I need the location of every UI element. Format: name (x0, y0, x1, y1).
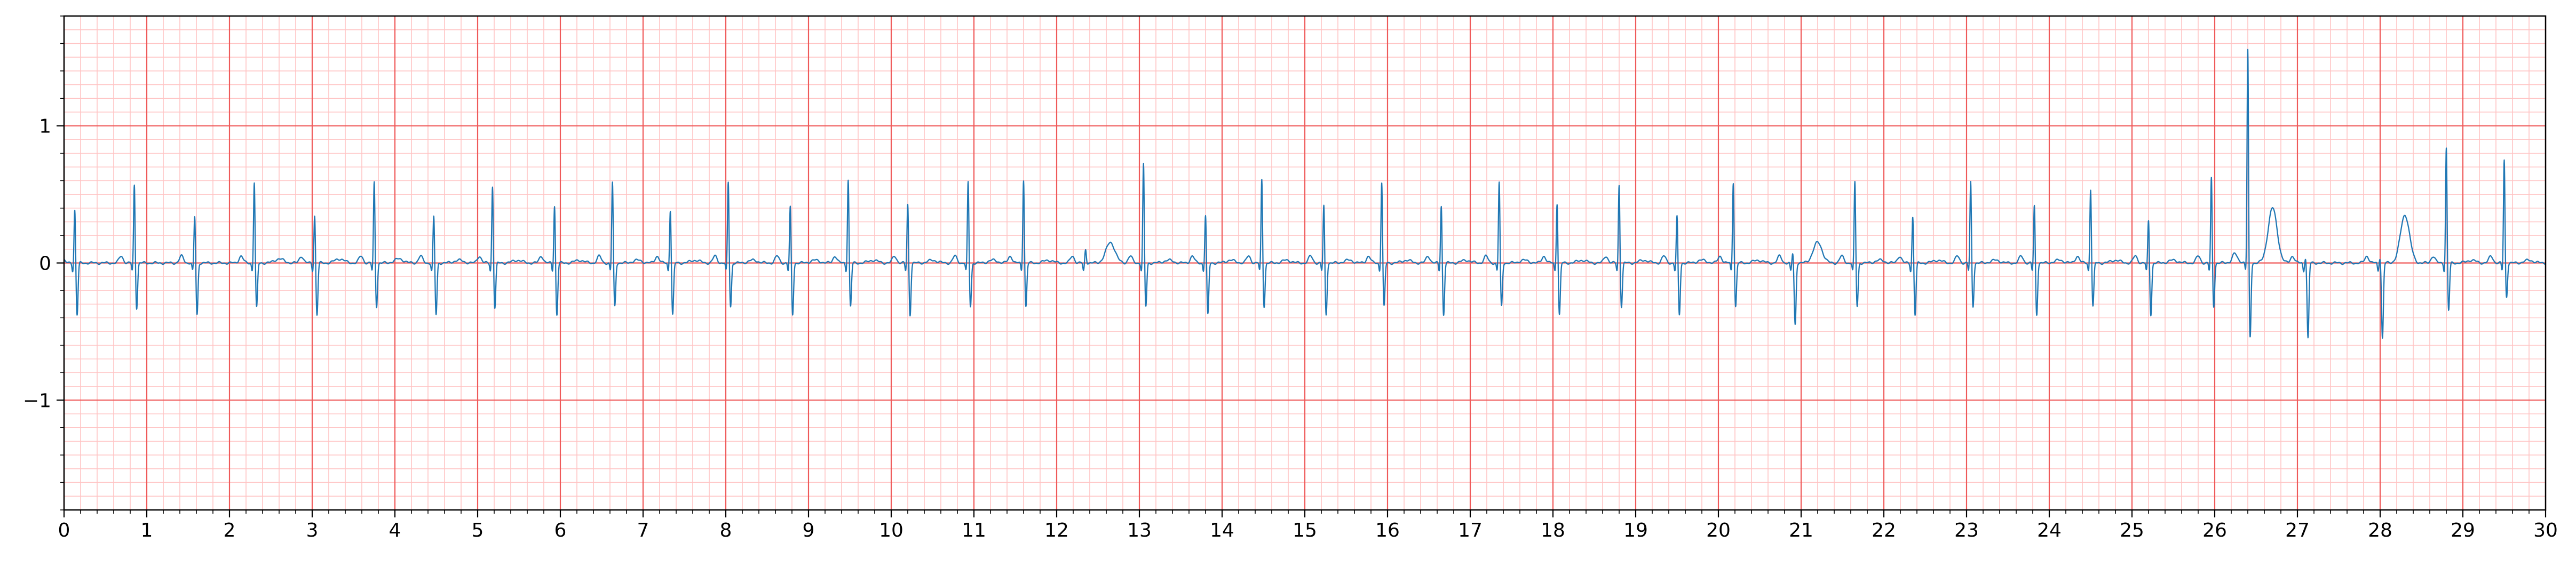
x-axis: 0 1 2 3 4 5 6 7 8 9 10 11 12 13 14 15 16 17 18 19 20 21 22 23 24… (58, 510, 2558, 541)
x-tick-label: 1 (141, 520, 153, 541)
y-tick-label: 0 (39, 253, 51, 275)
x-tick-label: 17 (1458, 520, 1483, 541)
x-tick-label: 21 (1789, 520, 1813, 541)
x-tick-label: 9 (803, 520, 815, 541)
x-tick-label: 4 (389, 520, 401, 541)
x-tick-label: 27 (2285, 520, 2310, 541)
x-tick-label: 25 (2120, 520, 2144, 541)
x-tick-label: 15 (1293, 520, 1317, 541)
x-tick-label: 18 (1541, 520, 1565, 541)
x-tick-label: 8 (720, 520, 732, 541)
y-axis: 1 0 −1 (23, 15, 64, 510)
y-tick-label: −1 (23, 390, 51, 412)
x-tick-label: 28 (2368, 520, 2392, 541)
x-tick-label: 13 (1127, 520, 1152, 541)
series-layer (64, 49, 2546, 339)
x-tick-label: 14 (1210, 520, 1234, 541)
x-tick-label: 22 (1872, 520, 1896, 541)
x-tick-label: 16 (1375, 520, 1400, 541)
x-tick-label: 20 (1706, 520, 1731, 541)
x-tick-label: 26 (2202, 520, 2227, 541)
x-tick-label: 2 (224, 520, 236, 541)
x-tick-label: 0 (58, 520, 70, 541)
x-tick-label: 19 (1623, 520, 1648, 541)
x-tick-label: 5 (472, 520, 484, 541)
x-tick-label: 29 (2451, 520, 2475, 541)
x-tick-label: 24 (2037, 520, 2062, 541)
y-tick-label: 1 (39, 116, 51, 138)
x-tick-label: 10 (879, 520, 903, 541)
x-tick-label: 3 (306, 520, 319, 541)
ecg-series-line (64, 49, 2546, 339)
x-tick-label: 30 (2533, 520, 2558, 541)
x-tick-label: 12 (1044, 520, 1069, 541)
x-tick-label: 11 (962, 520, 986, 541)
x-tick-label: 6 (554, 520, 567, 541)
x-tick-label: 7 (637, 520, 649, 541)
x-tick-label: 23 (1954, 520, 1979, 541)
